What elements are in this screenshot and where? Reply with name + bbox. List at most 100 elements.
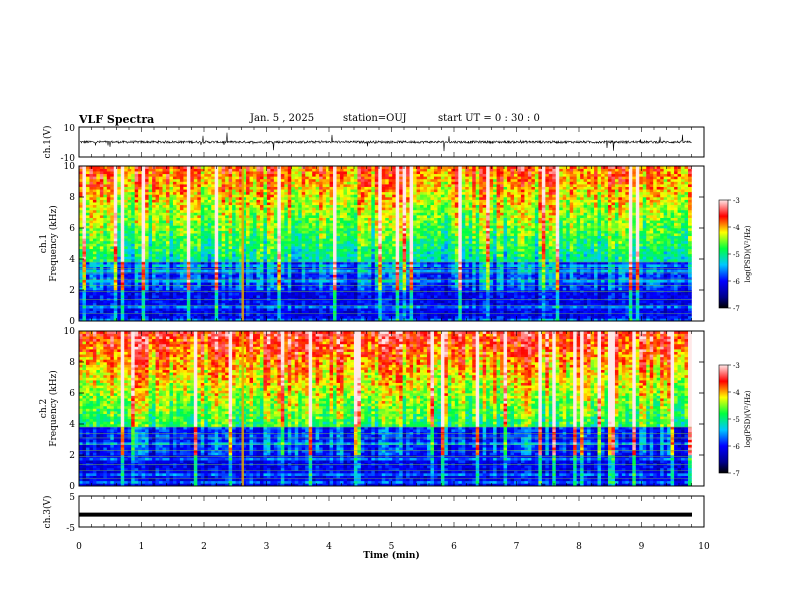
ch1-spec-cell (225, 313, 229, 317)
ch1-spec-cell (82, 233, 87, 237)
ch1-spec-cell (127, 302, 132, 306)
ch1-spec-cell (256, 199, 261, 203)
ch1-spec-cell (82, 184, 87, 187)
ch1-spec-cell (176, 233, 181, 237)
ch1-spec-cell (284, 230, 289, 234)
ch1-spec-cell (329, 287, 334, 291)
ch1-spec-cell (235, 235, 240, 239)
ch1-spec-cell (214, 295, 219, 299)
ch1-spec-cell (294, 209, 299, 213)
ch1-spec-cell (120, 225, 125, 229)
ch1-spec-cell (319, 282, 323, 286)
ch1-spec-cell (155, 191, 160, 195)
ch1-spec-cell (235, 269, 240, 273)
ch1-spec-cell (235, 243, 240, 247)
ch1-spec-cell (266, 189, 271, 193)
ch1-spec-cell (256, 178, 261, 182)
ch1-spec-cell (263, 261, 268, 265)
ch1-spec-cell (315, 305, 320, 309)
ch1-spec-cell (273, 271, 278, 275)
ch1-spec-cell (159, 300, 163, 304)
ch1-spec-cell (193, 264, 198, 268)
ch1-spec-cell (138, 186, 142, 190)
ch1-spec-cell (110, 176, 115, 180)
ch1-spec-cell (186, 279, 191, 283)
ch1-spec-cell (239, 209, 243, 213)
ch1-spec-cell (190, 310, 195, 314)
ch1-spec-cell (159, 194, 163, 198)
ch1-spec-cell (138, 173, 142, 177)
ch1-spec-cell (280, 300, 285, 304)
ch1-spec-cell (239, 199, 243, 203)
ch1-spec-cell (329, 166, 334, 169)
ch1-spec-cell (172, 225, 177, 229)
ch1-spec-cell (326, 274, 330, 278)
ch1-spec-cell (138, 305, 142, 309)
ch1-spec-cell (193, 217, 198, 221)
ch1-spec-cell (131, 173, 135, 177)
ch1-spec-cell (124, 212, 129, 216)
ch1-spec-cell (176, 225, 181, 229)
ch1-spec-cell (117, 277, 122, 280)
ch1-spec-cell (357, 184, 362, 187)
ch1-spec-cell (166, 248, 170, 252)
ch1-spec-cell (152, 292, 156, 296)
ch1-spec-cell (221, 181, 226, 185)
ch1-spec-cell (298, 230, 303, 234)
ch1-spec-cell (131, 186, 135, 190)
ch1-spec-cell (127, 215, 132, 218)
ch1-spec-cell (179, 202, 184, 206)
ch1-spec-cell (270, 181, 275, 185)
ch1-spec-cell (152, 220, 156, 224)
ch1-spec-cell (89, 186, 94, 190)
ch1-spec-cell (145, 222, 149, 226)
ch1-spec-cell (308, 310, 313, 314)
ch1-spec-cell (103, 253, 108, 257)
ch1-spec-cell (110, 248, 115, 252)
ch1-spec-cell (353, 240, 358, 244)
ch1-spec-cell (211, 243, 216, 247)
ch1-spec-cell (141, 166, 146, 169)
ch1-spec-cell (298, 246, 303, 249)
ch1-spec-cell (336, 199, 341, 203)
ch1-spec-cell (172, 189, 177, 193)
ch1-spec-cell (172, 235, 177, 239)
ch1-spec-cell (294, 318, 299, 322)
ch1-spec-cell (131, 194, 135, 198)
ch1-spec-cell (263, 228, 268, 231)
ch1-spec-cell (152, 274, 156, 278)
ch1-spec-cell (141, 222, 146, 226)
ch1-spec-cell (200, 166, 205, 169)
ch1-spec-cell (301, 269, 306, 273)
ch1-spec-cell (169, 313, 174, 317)
ch1-spec-cell (353, 313, 358, 317)
ch1-spec-cell (117, 279, 122, 283)
ch1-spec-cell (131, 228, 135, 231)
ch1-spec-cell (336, 184, 341, 187)
ch1-spec-cell (155, 225, 160, 229)
ch1-spec-cell (155, 230, 160, 234)
ch1-spec-cell (127, 315, 132, 319)
ch1-spec-cell (148, 189, 153, 193)
ch1-spec-cell (336, 222, 341, 226)
ch1-spec-cell (266, 308, 271, 311)
ch1-spec-cell (211, 292, 216, 296)
ch1-spec-cell (270, 313, 275, 317)
ch1-spec-cell (204, 279, 209, 283)
ch1-spec-cell (305, 308, 309, 311)
ch1-spec-cell (138, 302, 142, 306)
ch1-spec-cell (155, 305, 160, 309)
ch1-spec-cell (246, 166, 250, 169)
ch1-spec-cell (343, 302, 348, 306)
ch1-spec-cell (239, 204, 243, 208)
ch1-spec-cell (346, 171, 351, 175)
ch1-spec-cell (353, 228, 358, 231)
ch1-spec-cell (193, 212, 198, 216)
ch1-spec-cell (190, 264, 195, 268)
ch1-spec-cell (79, 282, 83, 286)
ch1-spec-cell (141, 282, 146, 286)
ch1-spec-cell (172, 199, 177, 203)
ch1-spec-cell (270, 168, 275, 172)
ch1-spec-cell (263, 243, 268, 247)
ch1-spec-cell (103, 230, 108, 234)
